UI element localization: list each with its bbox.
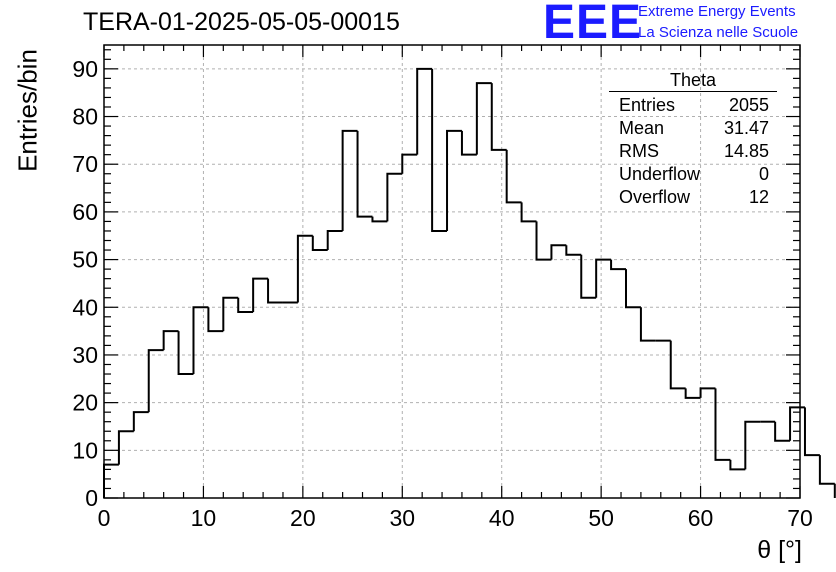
stats-label: Overflow	[619, 187, 691, 207]
histogram-bin	[774, 421, 791, 442]
histogram-bin	[729, 459, 746, 471]
histogram-bin	[684, 388, 701, 399]
histogram-bin	[222, 296, 239, 332]
histogram-bin	[177, 331, 194, 376]
histogram-bin	[192, 306, 209, 375]
histogram-bin	[386, 172, 403, 222]
y-tick-label: 30	[72, 342, 98, 368]
stats-value: 2055	[728, 95, 769, 115]
histogram-bin	[818, 455, 835, 485]
stats-label: Underflow	[619, 164, 701, 184]
stats-value: 0	[758, 164, 769, 184]
x-tick-label: 70	[787, 505, 813, 531]
stats-row-underflow: Underflow 0	[609, 163, 777, 186]
histogram-series	[103, 67, 836, 498]
histogram-bin	[625, 269, 641, 309]
histogram-bin	[460, 130, 477, 156]
logo-line-1: Extreme Energy Events	[638, 3, 796, 20]
eee-logo: EEE Extreme Energy Events La Scienza nel…	[543, 0, 833, 50]
grid-lines	[104, 45, 800, 498]
stats-label: Mean	[619, 118, 665, 138]
histogram-bin	[356, 130, 373, 218]
histogram-bin	[401, 153, 418, 174]
histogram-bin	[267, 278, 283, 304]
histogram-bin	[714, 388, 731, 461]
stats-title: Theta	[609, 70, 777, 92]
stats-value: 31.47	[723, 118, 769, 138]
stats-value: 12	[748, 187, 769, 207]
x-tick-label: 40	[489, 505, 515, 531]
histogram-bin	[803, 407, 820, 457]
stats-row-overflow: Overflow 12	[609, 186, 777, 209]
histogram-bin	[490, 83, 507, 151]
y-tick-label: 60	[72, 199, 98, 225]
histogram-bin	[639, 307, 656, 342]
histogram-bin	[416, 67, 433, 155]
histogram-bin	[580, 254, 597, 299]
histogram-bin	[326, 229, 343, 251]
histogram-bin	[341, 129, 358, 231]
x-tick-label: 60	[688, 505, 714, 531]
histogram-bin	[431, 68, 448, 232]
y-tick-label: 0	[85, 485, 98, 511]
y-tick-label: 50	[72, 247, 98, 273]
y-tick-label: 70	[72, 151, 98, 177]
stats-row-mean: Mean 31.47	[609, 117, 777, 140]
axes: 0 10 20 30 40 50 60 70 0 10 20 30 40 50 60 70 80 90	[72, 44, 813, 531]
y-tick-label: 10	[72, 437, 98, 463]
y-tick-label: 80	[72, 104, 98, 130]
eee-logo-mark: EEE	[543, 0, 643, 49]
stats-row-entries: Entries 2055	[609, 94, 777, 117]
histogram-bin	[237, 297, 254, 314]
histogram-bin	[699, 387, 716, 398]
histogram-bin	[207, 307, 224, 333]
plot-frame	[103, 44, 801, 499]
histogram-bin	[744, 420, 761, 470]
chart-title: TERA-01-2025-05-05-00015	[83, 8, 400, 36]
histogram-bin	[162, 330, 179, 351]
y-tick-label: 90	[72, 56, 98, 82]
x-tick-label: 50	[588, 505, 614, 531]
histogram-bin	[565, 245, 582, 256]
histogram-bin	[669, 340, 686, 390]
histogram-bin	[550, 244, 567, 260]
histogram-bin	[296, 234, 313, 303]
y-axis-label: Entries/bin	[12, 49, 43, 172]
stats-label: RMS	[619, 141, 659, 161]
stats-row-rms: RMS 14.85	[609, 140, 777, 163]
x-tick-label: 10	[191, 505, 217, 531]
histogram-bin	[610, 259, 626, 271]
x-tick-label: 0	[98, 505, 111, 531]
histogram-bin	[132, 411, 149, 432]
logo-line-2: La Scienza nelle Scuole	[638, 24, 799, 41]
histogram-bin	[147, 349, 164, 413]
histogram-bin	[520, 202, 537, 223]
stats-box: Theta Entries 2055 Mean 31.47 RMS 14.85 …	[609, 70, 777, 209]
stats-label: Entries	[619, 95, 676, 115]
histogram-bin	[371, 216, 388, 223]
histogram-bin	[252, 277, 269, 313]
histogram-bin	[505, 149, 522, 204]
histogram-bin	[311, 235, 328, 252]
histogram-bin	[475, 82, 492, 155]
histogram-bin	[535, 221, 552, 261]
stats-value: 14.85	[723, 141, 769, 161]
x-tick-label: 30	[389, 505, 415, 531]
histogram-bin	[595, 258, 612, 298]
histogram-bin	[117, 430, 134, 465]
x-tick-label: 20	[290, 505, 316, 531]
y-tick-label: 40	[72, 294, 98, 320]
histogram-bin	[446, 129, 462, 231]
y-tick-label: 20	[72, 390, 98, 416]
x-axis-label: θ [°]	[757, 536, 802, 564]
